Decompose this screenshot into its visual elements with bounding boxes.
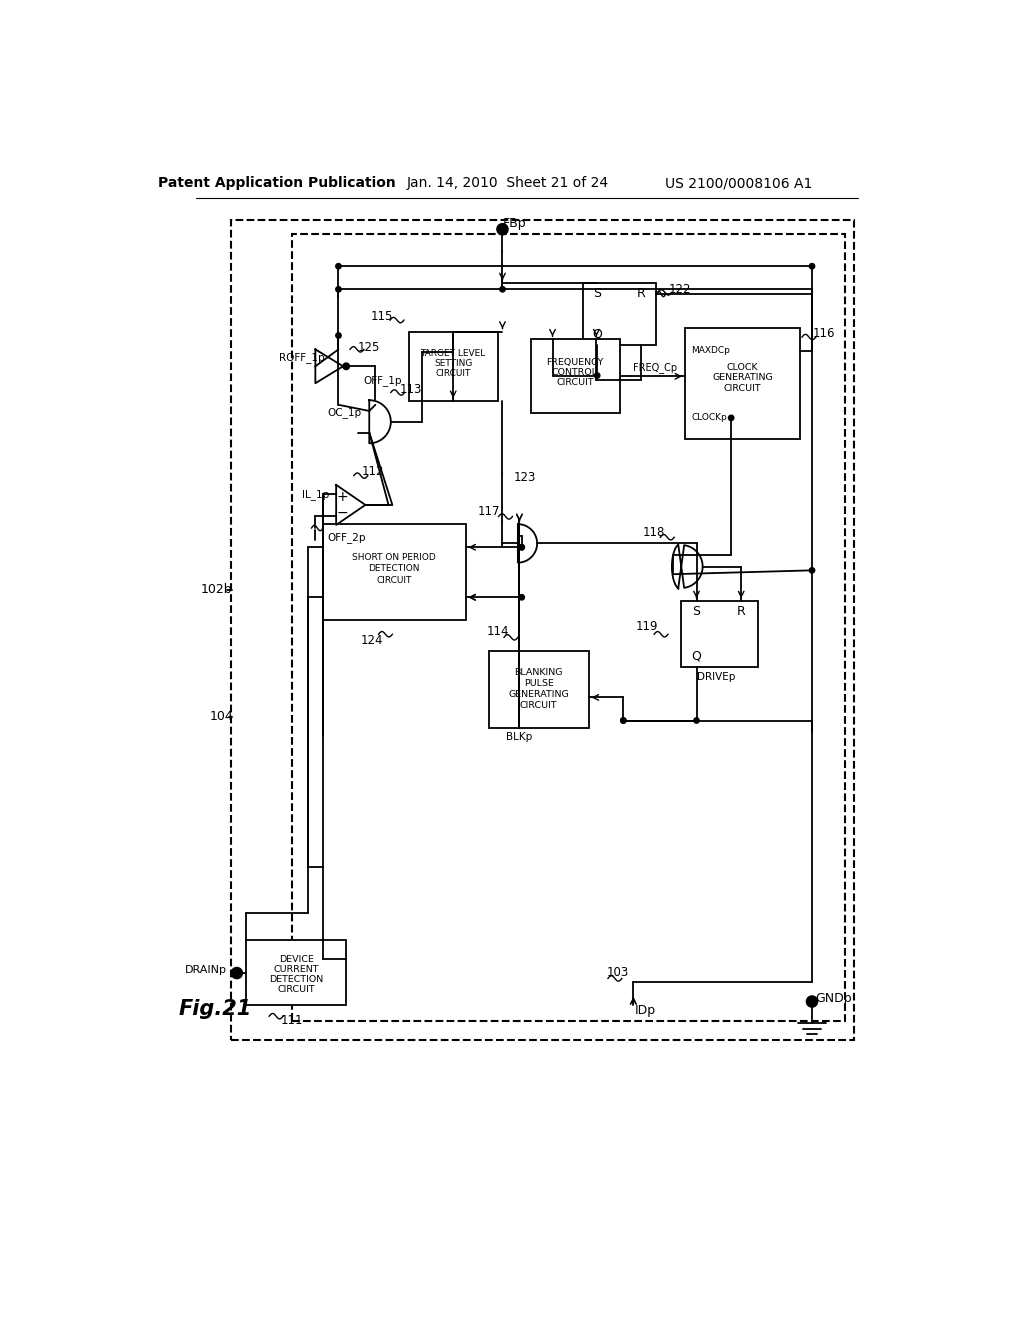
Text: FREQ_Cp: FREQ_Cp: [634, 362, 678, 372]
Bar: [488, 651, 589, 729]
Text: IDp: IDp: [634, 1005, 655, 1018]
Bar: [410, 331, 498, 401]
Circle shape: [231, 968, 243, 978]
Text: +: +: [337, 490, 348, 504]
Text: CLOCK: CLOCK: [727, 363, 759, 371]
Text: Patent Application Publication: Patent Application Publication: [158, 176, 395, 190]
Circle shape: [497, 224, 508, 235]
Circle shape: [809, 568, 815, 573]
Circle shape: [336, 286, 341, 292]
Polygon shape: [672, 545, 702, 589]
Text: OFF_2p: OFF_2p: [327, 532, 366, 543]
Polygon shape: [336, 484, 366, 525]
Circle shape: [500, 286, 505, 292]
Text: FREQUENCY: FREQUENCY: [546, 358, 603, 367]
Text: PULSE: PULSE: [523, 678, 554, 688]
Text: CIRCUIT: CIRCUIT: [724, 384, 762, 393]
Text: 102b: 102b: [201, 583, 232, 597]
Text: S: S: [692, 606, 700, 619]
Text: 115: 115: [371, 310, 393, 323]
Text: 116: 116: [812, 327, 835, 341]
Text: 104: 104: [210, 710, 233, 723]
Text: 112: 112: [361, 465, 384, 478]
Text: GNDp: GNDp: [815, 991, 852, 1005]
Polygon shape: [518, 524, 538, 562]
Text: CLOCKp: CLOCKp: [691, 413, 727, 422]
Bar: [584, 284, 656, 345]
Text: GENERATING: GENERATING: [508, 690, 569, 698]
Text: 118: 118: [643, 527, 666, 539]
Bar: [531, 339, 620, 412]
Bar: [685, 327, 801, 440]
Circle shape: [595, 372, 600, 379]
Text: MAXDCp: MAXDCp: [691, 346, 730, 355]
Text: Q: Q: [691, 649, 701, 663]
Text: GENERATING: GENERATING: [713, 374, 773, 383]
Text: SETTING: SETTING: [434, 359, 472, 368]
Text: OC_1p: OC_1p: [328, 407, 361, 418]
Text: DETECTION: DETECTION: [369, 565, 420, 573]
Text: 124: 124: [361, 634, 384, 647]
Circle shape: [336, 333, 341, 338]
Bar: [246, 940, 346, 1006]
Text: Q: Q: [592, 327, 602, 341]
Text: 111: 111: [281, 1014, 303, 1027]
Text: 103: 103: [607, 966, 629, 979]
Text: S: S: [593, 288, 601, 301]
Text: 119: 119: [636, 620, 658, 634]
Text: CIRCUIT: CIRCUIT: [435, 370, 471, 379]
Text: R: R: [637, 288, 645, 301]
Text: TARGET LEVEL: TARGET LEVEL: [421, 350, 485, 359]
Text: FBp: FBp: [503, 216, 526, 230]
Text: 122: 122: [669, 282, 691, 296]
Text: CIRCUIT: CIRCUIT: [556, 378, 594, 387]
Text: 114: 114: [486, 624, 509, 638]
Text: OFF_1p: OFF_1p: [364, 375, 402, 385]
Circle shape: [519, 545, 524, 550]
Bar: [230, 220, 854, 1040]
Text: CIRCUIT: CIRCUIT: [278, 985, 315, 994]
Text: DRIVEp: DRIVEp: [696, 672, 735, 682]
Circle shape: [809, 264, 815, 269]
Text: DRAINp: DRAINp: [185, 965, 227, 975]
Text: −: −: [337, 506, 348, 520]
Circle shape: [621, 718, 626, 723]
Text: BLANKING: BLANKING: [514, 668, 563, 677]
Bar: [323, 524, 466, 620]
Text: Fig.21: Fig.21: [178, 999, 252, 1019]
Text: 123: 123: [513, 471, 536, 484]
Polygon shape: [315, 350, 343, 383]
Circle shape: [621, 718, 626, 723]
Text: DEVICE: DEVICE: [279, 954, 313, 964]
Bar: [681, 601, 758, 667]
Bar: [292, 234, 845, 1020]
Text: R: R: [737, 606, 745, 619]
Text: SHORT ON PERIOD: SHORT ON PERIOD: [352, 553, 436, 562]
Circle shape: [519, 594, 524, 601]
Circle shape: [519, 545, 524, 550]
Text: ROFF_1p: ROFF_1p: [280, 351, 325, 363]
Text: CIRCUIT: CIRCUIT: [376, 576, 412, 585]
Circle shape: [728, 416, 734, 421]
Text: 113: 113: [399, 383, 422, 396]
Circle shape: [343, 363, 349, 370]
Text: DETECTION: DETECTION: [269, 974, 324, 983]
Circle shape: [807, 997, 817, 1007]
Text: Jan. 14, 2010  Sheet 21 of 24: Jan. 14, 2010 Sheet 21 of 24: [407, 176, 609, 190]
Text: IL_1p: IL_1p: [302, 488, 329, 499]
Circle shape: [336, 264, 341, 269]
Text: CURRENT: CURRENT: [273, 965, 318, 974]
Text: BLKp: BLKp: [506, 733, 532, 742]
Text: CIRCUIT: CIRCUIT: [520, 701, 557, 710]
Polygon shape: [370, 400, 391, 444]
Text: US 2100/0008106 A1: US 2100/0008106 A1: [666, 176, 813, 190]
Circle shape: [694, 718, 699, 723]
Text: CONTROL: CONTROL: [552, 368, 598, 378]
Text: 117: 117: [478, 504, 501, 517]
Text: 125: 125: [358, 341, 381, 354]
